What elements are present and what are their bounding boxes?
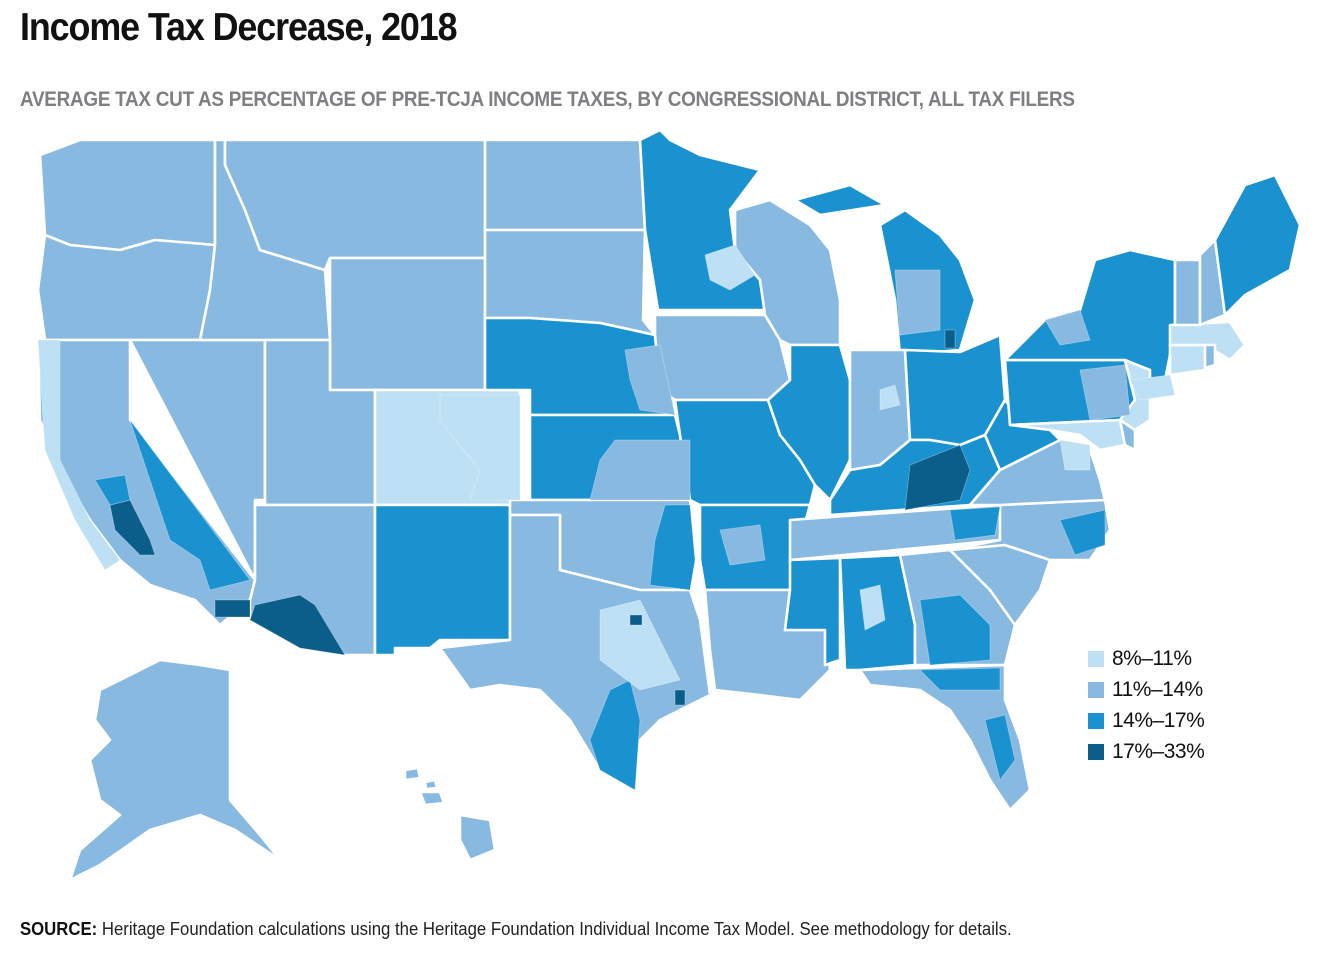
district-ny-upstate-light [1044, 309, 1091, 346]
legend-item: 14%–17% [1088, 705, 1205, 736]
state-wyoming [328, 256, 487, 392]
district-ca-southeast [129, 419, 251, 591]
district-ca-central-valley-outer [94, 474, 131, 506]
district-va-north-light [1059, 439, 1091, 471]
state-illinois [766, 343, 852, 502]
district-mn-metro-light [704, 244, 756, 291]
district-ks-east-light [589, 439, 691, 501]
district-co-light [439, 394, 521, 501]
district-ca-la-dark [214, 599, 251, 618]
state-vermont [1173, 258, 1202, 327]
district-in-light [879, 384, 901, 411]
state-texas [438, 513, 712, 792]
legend-item: 11%–14% [1088, 674, 1204, 705]
state-iowa [653, 313, 792, 402]
district-tn-east-dark [949, 506, 1001, 541]
district-ok-east-dark [649, 504, 696, 591]
district-al-light [859, 584, 886, 631]
district-nc-east-dark [1059, 509, 1106, 556]
legend: 8%–11% 11%–14% 14%–17% 17%–33% [1088, 643, 1205, 767]
state-massachusetts [1168, 320, 1247, 362]
source-text: Heritage Foundation calculations using t… [101, 919, 1012, 939]
state-montana [223, 138, 487, 272]
legend-item: 8%–11% [1088, 643, 1204, 674]
district-ar-central-light [719, 524, 766, 566]
subtitle: AVERAGE TAX CUT AS PERCENTAGE OF PRE-TCJ… [20, 88, 1075, 111]
legend-label: 8%–11% [1112, 646, 1192, 670]
state-alaska [68, 658, 282, 880]
state-oregon [36, 233, 217, 342]
legend-label: 11%–14% [1112, 677, 1203, 701]
legend-swatch [1088, 681, 1104, 698]
source-label: SOURCE: [20, 919, 98, 939]
state-rhode-island [1203, 343, 1217, 370]
legend-swatch [1088, 743, 1104, 760]
legend-swatch [1088, 712, 1104, 729]
state-hawaii [403, 766, 497, 862]
district-tx-dallas-dark [629, 614, 643, 626]
district-fl-north-dark [919, 667, 1001, 691]
district-ny-nyc-light [1129, 374, 1176, 401]
district-ga-east-dark [919, 594, 991, 666]
source-note: SOURCE: Heritage Foundation calculations… [20, 919, 1012, 940]
state-new-mexico [373, 503, 512, 657]
page-title: Income Tax Decrease, 2018 [20, 6, 458, 49]
state-delaware [1118, 418, 1137, 452]
district-mi-detroit-dark [944, 329, 956, 349]
state-north-dakota [483, 138, 647, 232]
district-az-south-dark [249, 594, 346, 656]
legend-item: 17%–33% [1088, 736, 1205, 767]
legend-label: 14%–17% [1112, 708, 1205, 732]
state-north-carolina [948, 498, 1112, 562]
choropleth-map [0, 120, 1328, 880]
district-tx-houston-dark [674, 689, 686, 706]
district-fl-southeast-dark [984, 714, 1016, 781]
district-ky-east-dark [904, 444, 971, 511]
district-ca-coast-light [37, 339, 121, 571]
state-connecticut [1168, 343, 1207, 377]
legend-label: 17%–33% [1112, 739, 1205, 763]
legend-swatch [1088, 650, 1104, 667]
district-mi-west-light [894, 269, 941, 336]
district-tx-central-light [599, 599, 681, 691]
district-ne-east-light [624, 344, 676, 416]
state-washington [38, 138, 217, 252]
district-pa-east-light [1079, 364, 1131, 421]
state-florida [858, 663, 1032, 812]
state-maine [1213, 173, 1302, 317]
